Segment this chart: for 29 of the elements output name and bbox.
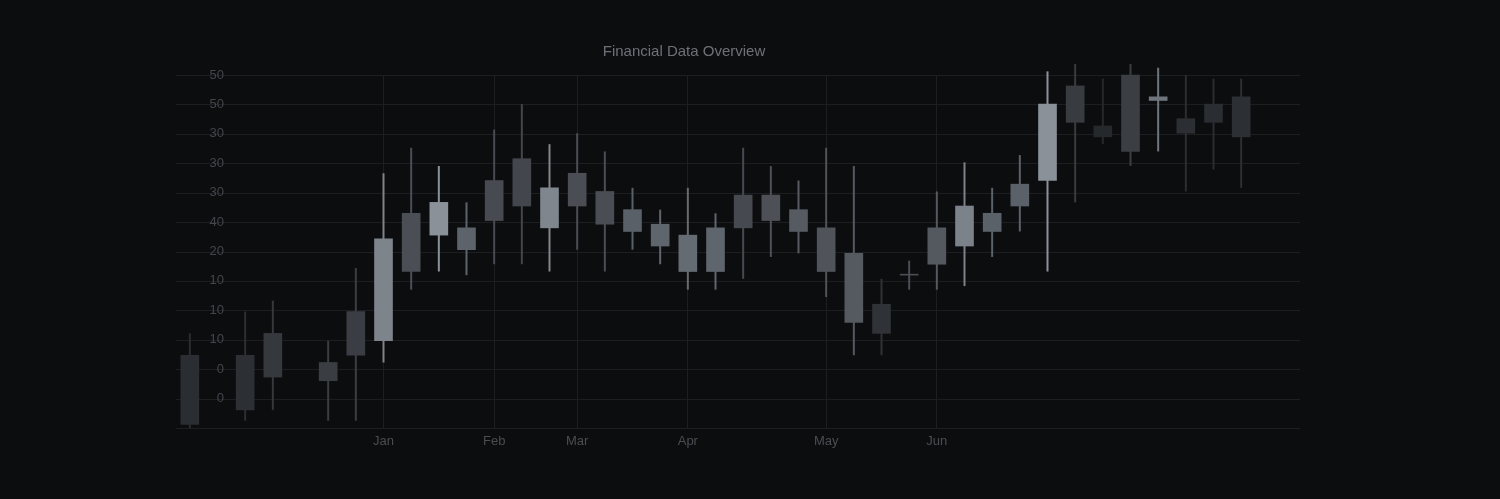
annotation: 10 — [209, 272, 224, 288]
x-tick-label: Jan — [373, 433, 394, 449]
candlestick — [1176, 74, 1196, 193]
candlestick — [623, 186, 642, 251]
x-tick-label: Feb — [482, 433, 506, 449]
x-tick-label: Apr — [677, 433, 699, 449]
annotation: 30 — [209, 184, 224, 200]
annotation: 10 — [209, 331, 224, 347]
annotation: 10 — [209, 301, 224, 317]
candlestick — [1204, 77, 1223, 171]
x-tick-label: Mar — [565, 433, 590, 449]
candlestick — [1148, 66, 1168, 153]
candlestick — [789, 179, 808, 255]
candlestick — [982, 186, 1002, 258]
annotation: 50 — [209, 66, 224, 82]
candlestick — [650, 208, 670, 266]
annotation: 20 — [209, 243, 224, 259]
candlestick — [318, 339, 338, 422]
chart-title: Financial Data Overview — [601, 42, 767, 59]
annotation: 0 — [216, 390, 224, 406]
annotation: 30 — [209, 154, 224, 170]
x-tick-label: Jun — [926, 433, 948, 449]
candlestick — [1010, 154, 1030, 233]
annotation: 50 — [209, 95, 224, 111]
annotation: 0 — [216, 360, 224, 376]
candlestick — [457, 201, 476, 277]
x-tick-label: May — [813, 433, 839, 449]
annotation: 40 — [209, 213, 224, 229]
annotation: 30 — [209, 125, 224, 141]
